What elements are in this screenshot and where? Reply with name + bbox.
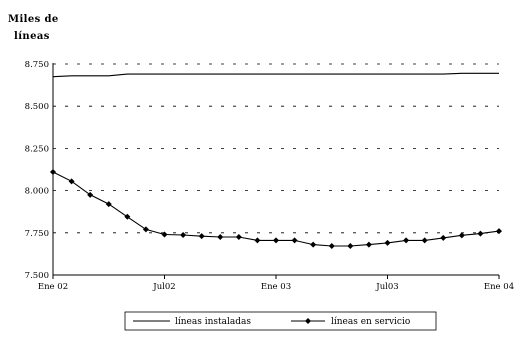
y-tick-label: 8.250 [25, 144, 49, 154]
data-point [403, 237, 410, 244]
y-tick-label: 8.750 [25, 60, 49, 70]
data-point [496, 228, 502, 235]
data-point [421, 237, 428, 244]
x-tick-label: Ene 03 [261, 282, 291, 292]
data-point [328, 242, 335, 249]
legend-box [124, 311, 437, 331]
x-tick-label: Ene 02 [38, 282, 68, 292]
data-point [68, 178, 75, 185]
data-point [87, 191, 94, 198]
y-tick-label: 8.000 [25, 187, 49, 197]
data-point [291, 237, 298, 244]
data-point [347, 242, 354, 249]
data-point [310, 241, 317, 248]
x-tick-label: Jul02 [152, 282, 175, 292]
data-point [50, 169, 56, 176]
data-point [273, 237, 279, 244]
y-tick-label: 7.500 [25, 271, 49, 281]
data-point [477, 230, 484, 237]
data-point [180, 231, 187, 238]
data-point [365, 241, 372, 248]
gridlines [53, 63, 499, 234]
x-tick-label: Ene 04 [484, 282, 514, 292]
y-axis-label-line-2: líneas [14, 31, 50, 42]
y-tick-label: 7.750 [25, 229, 49, 239]
axes: 7.500 7.750 8.000 8.250 8.500 8.750 Ene 02 Jul0… [25, 60, 514, 292]
legend: líneas instaladas líneas en servicio [124, 311, 437, 331]
series-line-2 [52, 171, 500, 247]
legend-label-1: líneas instaladas [175, 316, 251, 327]
data-point [142, 226, 149, 233]
data-point [217, 234, 224, 241]
data-point [161, 231, 168, 238]
data-point [254, 237, 261, 244]
data-point [384, 239, 391, 246]
legend-label-2: líneas en servicio [331, 316, 410, 327]
data-point [124, 213, 131, 220]
legend-marker-2 [305, 318, 311, 324]
series [50, 72, 502, 249]
y-axis-label-line-1: Miles de [8, 14, 59, 25]
data-point [198, 233, 205, 240]
data-point [458, 232, 465, 239]
data-point [440, 234, 447, 241]
x-tick-label: Jul03 [375, 282, 398, 292]
series-line-1 [52, 72, 499, 78]
data-point [235, 234, 242, 241]
y-tick-label: 8.500 [25, 102, 49, 112]
data-point [105, 201, 112, 208]
